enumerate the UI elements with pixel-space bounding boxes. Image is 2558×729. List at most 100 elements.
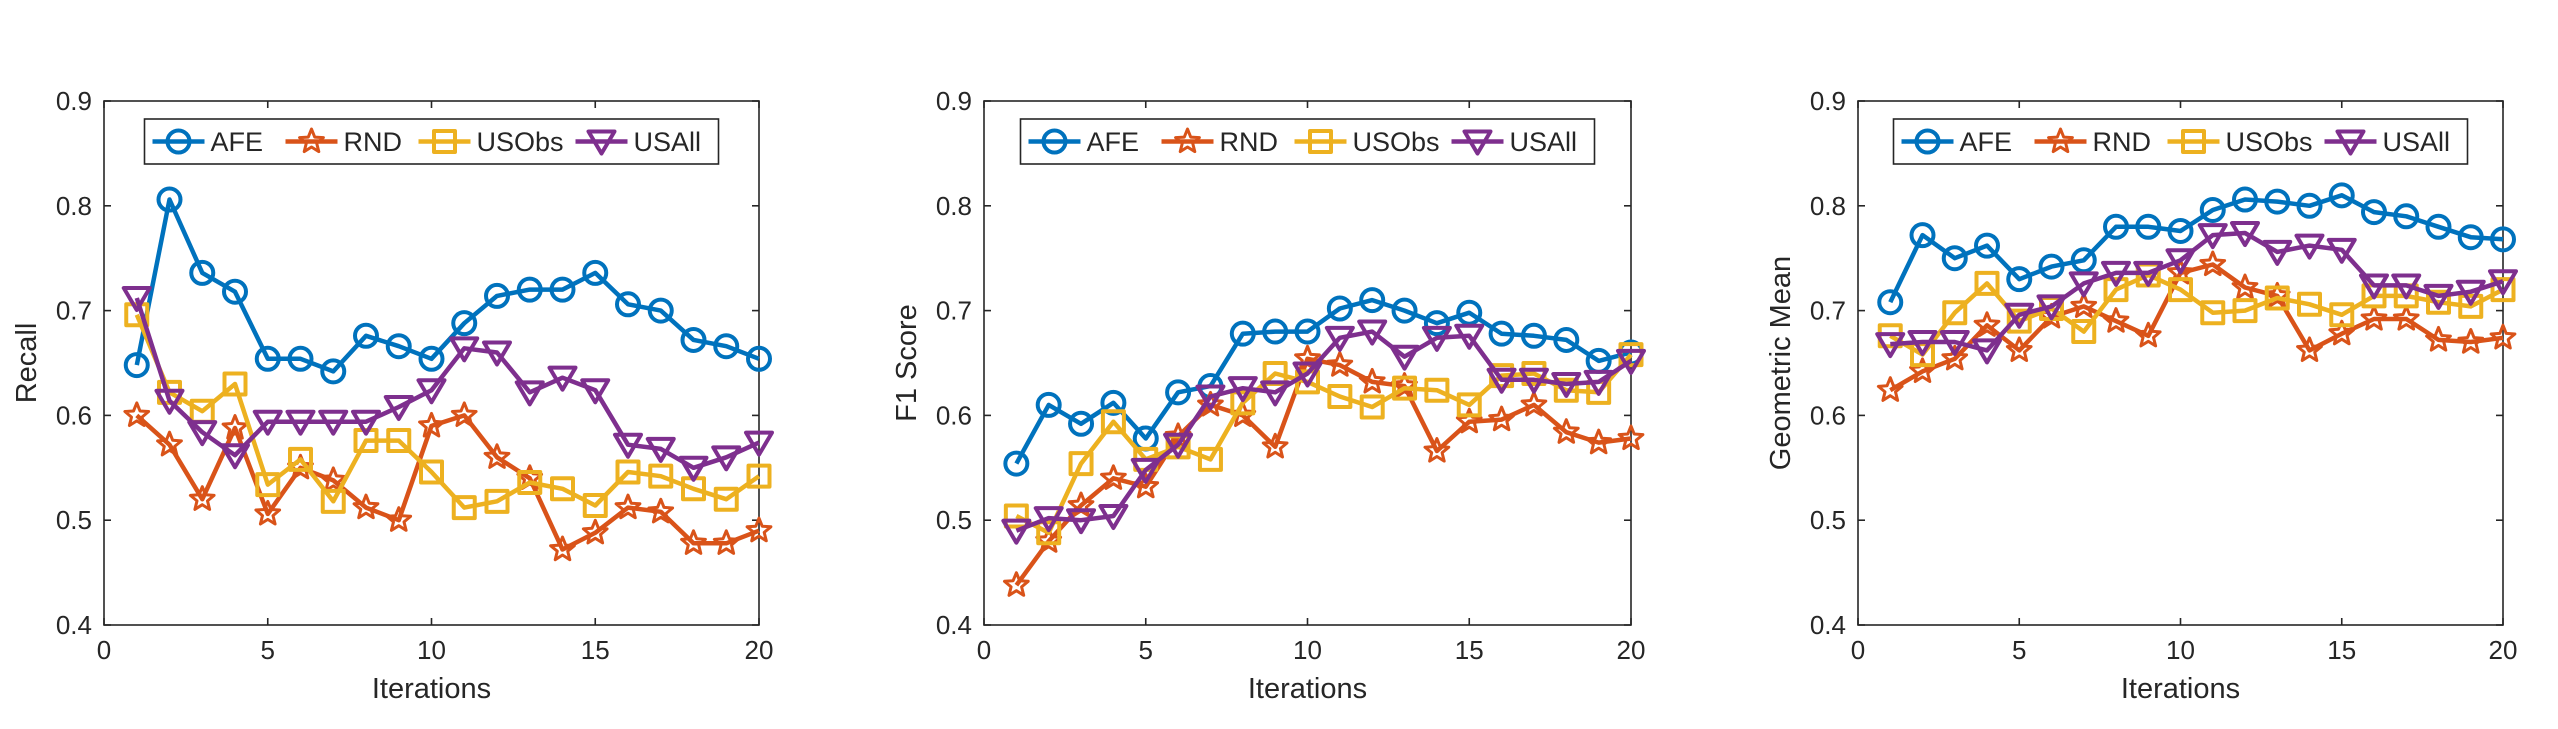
- data-point-rnd: [2005, 336, 2033, 362]
- data-point-afe: [418, 345, 445, 372]
- data-point-afe: [1003, 450, 1030, 477]
- legend-label-usall: USAll: [1510, 127, 1578, 157]
- data-point-usobs: [419, 459, 444, 485]
- data-point-usall: [2036, 294, 2067, 321]
- data-point-afe: [1488, 320, 1515, 347]
- data-point-usall: [220, 443, 250, 470]
- data-point-rnd: [2199, 250, 2227, 277]
- data-point-afe: [1326, 295, 1353, 322]
- data-point-afe: [320, 358, 347, 385]
- data-point-afe: [1877, 289, 1904, 316]
- data-point-usobs: [713, 486, 739, 512]
- data-point-afe: [451, 310, 478, 337]
- series-rnd: [123, 401, 773, 562]
- data-point-afe: [549, 276, 576, 303]
- legend-label-rnd: RND: [1220, 127, 1279, 157]
- data-point-usall: [2004, 302, 2035, 329]
- data-point-afe: [1100, 389, 1127, 416]
- data-point-rnd: [2392, 305, 2420, 331]
- data-point-usall: [285, 409, 316, 436]
- data-point-rnd: [385, 506, 413, 532]
- data-point-rnd: [221, 414, 249, 440]
- data-point-usobs: [1230, 390, 1256, 416]
- data-point-usall: [2262, 239, 2293, 266]
- data-point-afe: [2232, 186, 2258, 213]
- data-point-usall: [1583, 369, 1614, 396]
- data-point-usall: [744, 430, 774, 457]
- x-tick-label: 20: [1617, 635, 1646, 665]
- x-tick-label: 10: [1293, 635, 1322, 665]
- data-point-rnd: [1261, 432, 1289, 459]
- legend-marker-usobs: [1308, 129, 1333, 154]
- data-point-usobs: [1456, 392, 1482, 418]
- data-point-usobs: [1942, 300, 1968, 326]
- data-point-rnd: [1941, 344, 1969, 371]
- data-point-rnd: [1100, 464, 1127, 490]
- data-point-rnd: [1423, 437, 1451, 463]
- data-point-rnd: [1552, 418, 1580, 444]
- y-tick-label: 0.8: [56, 191, 92, 221]
- data-point-rnd: [1617, 424, 1645, 451]
- data-point-usobs: [484, 488, 510, 514]
- series-line-rnd: [135, 413, 760, 552]
- y-tick-label: 0.9: [56, 86, 92, 116]
- y-tick-label: 0.6: [1810, 400, 1846, 430]
- data-point-usobs: [1197, 446, 1223, 472]
- data-point-usall: [613, 432, 643, 459]
- series-afe: [1877, 182, 2516, 316]
- y-tick-label: 0.4: [56, 610, 92, 640]
- x-tick-label: 5: [2012, 635, 2026, 665]
- x-tick-label: 5: [1139, 635, 1153, 665]
- data-point-usobs: [1359, 394, 1385, 420]
- legend-marker-afe: [1914, 128, 1941, 155]
- series-line-usobs: [1015, 353, 1633, 536]
- data-point-usall: [1907, 330, 1938, 357]
- legend-marker-rnd: [1174, 127, 1201, 154]
- data-point-rnd: [2328, 319, 2356, 346]
- plot-area: [1857, 100, 2504, 626]
- y-tick-label: 0.7: [1810, 296, 1846, 326]
- data-point-usobs: [386, 428, 412, 454]
- data-point-usall: [1551, 371, 1582, 398]
- data-point-usall: [1486, 367, 1517, 394]
- data-point-rnd: [1973, 311, 2001, 337]
- data-point-afe: [516, 276, 543, 303]
- data-point-usobs: [1424, 377, 1450, 403]
- data-point-afe: [189, 259, 216, 286]
- data-point-usobs: [2168, 277, 2193, 303]
- x-tick-label: 15: [2327, 635, 2356, 665]
- data-point-usobs: [288, 446, 313, 472]
- data-point-usall: [711, 445, 742, 472]
- data-point-usobs: [2006, 308, 2032, 334]
- data-point-usall: [2455, 279, 2486, 306]
- legend: AFE RND USObs USAll: [143, 118, 720, 165]
- data-point-usall: [252, 409, 283, 436]
- data-point-usobs: [2200, 300, 2226, 326]
- data-point-usall: [1518, 367, 1549, 394]
- data-point-afe: [2103, 213, 2129, 240]
- data-point-usall: [514, 380, 545, 407]
- data-point-usall: [351, 409, 381, 436]
- data-point-rnd: [1585, 428, 1612, 455]
- y-tick-label: 0.8: [1810, 191, 1846, 221]
- legend-label-rnd: RND: [344, 127, 403, 157]
- plot-area: [103, 100, 760, 626]
- data-point-afe: [353, 322, 379, 349]
- data-point-rnd: [581, 518, 609, 545]
- legend-marker-usobs: [2181, 129, 2206, 154]
- data-point-usall: [1292, 361, 1323, 388]
- data-point-usobs: [1036, 520, 1062, 546]
- data-point-afe: [1068, 410, 1095, 437]
- data-point-afe: [222, 278, 248, 305]
- data-point-usall: [2133, 260, 2164, 287]
- legend-label-usobs: USObs: [2226, 127, 2313, 157]
- data-point-rnd: [254, 499, 282, 526]
- data-point-rnd: [1455, 407, 1483, 434]
- data-point-afe: [2296, 192, 2323, 219]
- data-point-usall: [1130, 457, 1161, 484]
- data-point-usall: [449, 336, 480, 363]
- x-axis-label: Iterations: [1248, 673, 1367, 705]
- y-tick-label: 0.9: [1810, 86, 1846, 116]
